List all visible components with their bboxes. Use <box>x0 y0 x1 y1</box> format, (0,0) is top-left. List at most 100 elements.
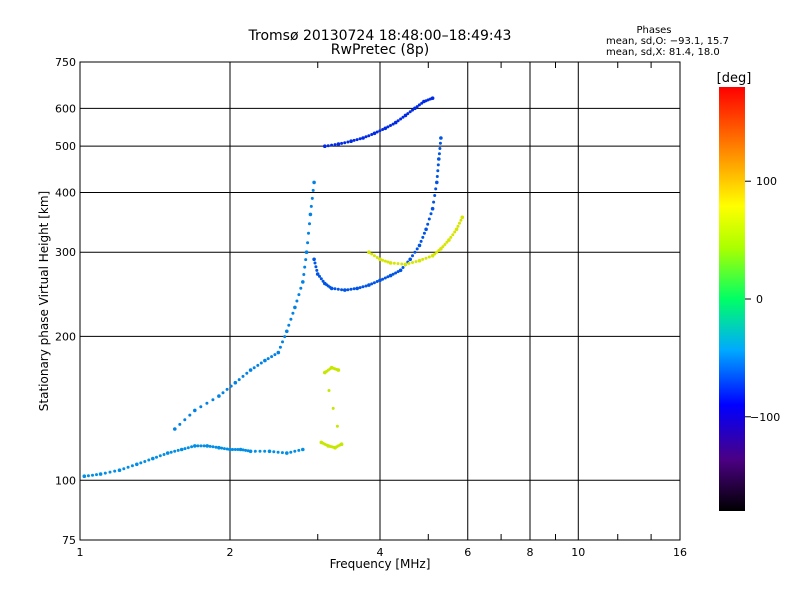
data-point <box>427 217 431 221</box>
data-point <box>308 222 311 226</box>
stats-line-x: mean, sd,X: 81.4, 18.0 <box>606 47 720 58</box>
data-point <box>103 471 107 475</box>
data-point <box>303 265 307 269</box>
x-tick-label: 16 <box>673 546 687 559</box>
data-point <box>272 450 276 454</box>
y-tick-label: 750 <box>55 56 76 69</box>
data-point <box>273 353 277 357</box>
data-point <box>333 143 337 147</box>
data-point <box>370 252 374 256</box>
data-point <box>378 257 382 262</box>
data-point <box>391 272 395 276</box>
data-point <box>281 340 284 344</box>
grid-lines <box>80 62 680 540</box>
data-point <box>266 357 270 361</box>
data-point <box>202 444 206 448</box>
data-point <box>297 293 301 297</box>
data-points <box>82 96 465 479</box>
data-point <box>383 276 387 280</box>
data-point <box>122 467 126 471</box>
data-point <box>276 350 281 355</box>
data-point <box>241 448 245 452</box>
data-point <box>308 212 313 217</box>
axis-ticks: 1 2 4 6 8 10 16 75 100 200 300 400 500 600 750 <box>55 56 687 559</box>
data-point <box>422 231 426 235</box>
data-point <box>162 453 166 456</box>
data-point <box>245 371 249 375</box>
x-tick-label: 6 <box>464 546 471 559</box>
data-point <box>364 284 368 288</box>
data-point <box>312 180 316 185</box>
data-point <box>263 358 267 363</box>
data-point <box>433 194 437 197</box>
data-point <box>287 323 291 327</box>
data-point <box>248 449 253 454</box>
data-point <box>173 427 177 431</box>
data-point <box>367 283 371 287</box>
data-point <box>158 454 162 458</box>
data-point <box>331 406 335 410</box>
data-point <box>199 405 203 409</box>
data-point <box>414 260 418 264</box>
x-tick-label: 8 <box>527 546 534 559</box>
data-point <box>430 206 435 211</box>
data-point <box>307 231 310 235</box>
data-point <box>130 464 134 468</box>
data-point <box>430 96 435 100</box>
data-point <box>388 261 393 265</box>
chart-subtitle: RwPretec (8p) <box>331 42 429 58</box>
data-point <box>312 257 316 262</box>
data-point <box>263 449 267 453</box>
data-point <box>86 474 90 478</box>
data-point <box>411 108 414 112</box>
data-point <box>413 106 417 111</box>
data-point <box>438 141 442 145</box>
data-point <box>289 317 293 321</box>
data-point <box>391 122 395 126</box>
data-point <box>329 286 334 291</box>
data-point <box>349 139 353 143</box>
data-point <box>451 233 455 237</box>
data-point <box>179 447 184 452</box>
data-point <box>392 261 396 265</box>
data-point <box>304 258 308 262</box>
data-point <box>217 394 221 398</box>
data-point <box>355 286 360 291</box>
y-tick-label: 75 <box>62 534 76 547</box>
data-point <box>225 447 229 451</box>
y-tick-label: 400 <box>55 186 76 199</box>
data-point <box>155 455 158 459</box>
data-point <box>443 243 447 246</box>
data-point <box>372 131 377 136</box>
data-point <box>237 378 241 382</box>
data-point <box>424 227 428 232</box>
data-point <box>396 119 400 123</box>
data-point <box>386 125 390 129</box>
data-point <box>388 273 393 278</box>
data-point <box>214 445 218 449</box>
data-point <box>311 188 315 192</box>
data-point <box>229 384 233 388</box>
data-point <box>417 258 422 263</box>
data-point <box>225 387 229 391</box>
data-point <box>403 113 408 118</box>
data-point <box>330 143 334 147</box>
data-point <box>176 448 180 452</box>
data-point <box>258 449 262 453</box>
data-point <box>259 361 263 365</box>
data-point <box>169 450 173 454</box>
data-point <box>449 235 453 239</box>
data-point <box>276 450 280 454</box>
data-point <box>323 144 327 148</box>
data-point <box>309 204 313 208</box>
data-point <box>199 444 203 448</box>
data-point <box>339 442 344 447</box>
data-point <box>304 250 309 254</box>
data-point <box>98 472 103 476</box>
data-point <box>306 241 310 245</box>
data-point <box>91 473 94 477</box>
data-point <box>297 448 301 452</box>
data-point <box>165 451 170 455</box>
data-point <box>95 473 98 477</box>
data-point <box>126 465 130 469</box>
